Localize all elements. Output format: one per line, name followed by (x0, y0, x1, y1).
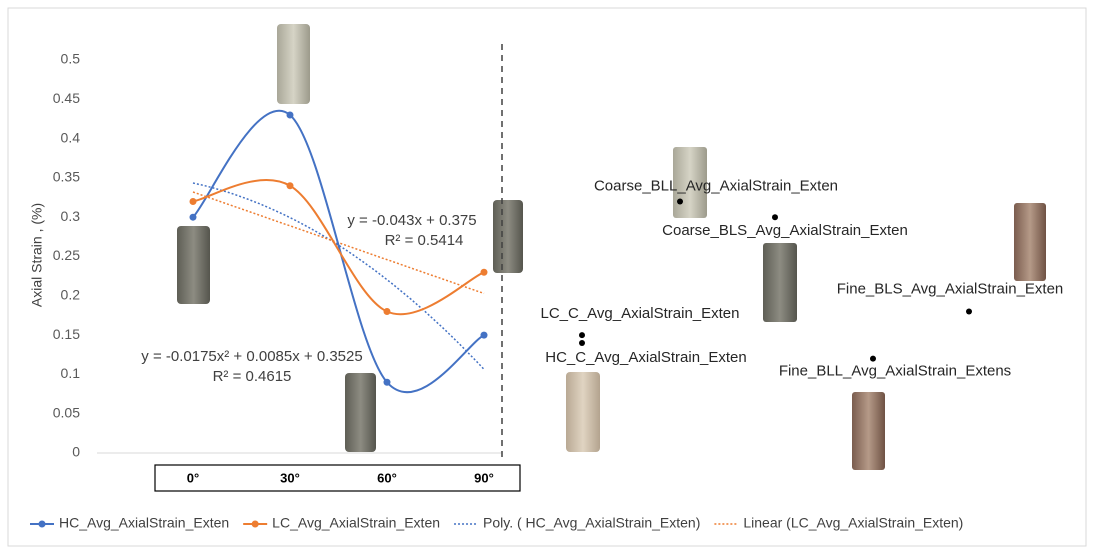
specimen-image (566, 372, 600, 452)
legend-label: LC_Avg_AxialStrain_Exten (272, 515, 440, 531)
y-tick-label: 0.2 (61, 287, 81, 303)
y-tick-label: 0.35 (53, 169, 80, 185)
specimen-image (277, 24, 310, 104)
y-tick-label: 0 (72, 444, 80, 460)
specimen-image (493, 200, 523, 273)
scatter-point (966, 309, 972, 315)
data-point (190, 214, 197, 221)
x-tick-label: 90° (474, 470, 494, 485)
x-tick-label: 60° (377, 470, 397, 485)
y-tick-label: 0.25 (53, 247, 80, 263)
legend-marker (252, 521, 259, 528)
specimen-image (1014, 203, 1046, 281)
y-tick-label: 0.5 (61, 51, 81, 67)
trendline-equation: y = -0.043x + 0.375 (347, 212, 476, 229)
point-label: HC_C_Avg_AxialStrain_Exten (545, 349, 747, 366)
y-tick-label: 0.1 (61, 365, 81, 381)
data-point (481, 332, 488, 339)
y-tick-label: 0.05 (53, 404, 80, 420)
y-tick-label: 0.45 (53, 90, 80, 106)
trendline-r-squared: R² = 0.4615 (213, 368, 292, 385)
legend-label: Poly. ( HC_Avg_AxialStrain_Exten) (483, 515, 700, 531)
data-point (481, 269, 488, 276)
point-label: LC_C_Avg_AxialStrain_Exten (540, 305, 739, 322)
legend-label: HC_Avg_AxialStrain_Exten (59, 515, 229, 531)
y-tick-label: 0.15 (53, 326, 80, 342)
specimen-image (345, 373, 376, 452)
y-axis-label: Axial Strain , (%) (29, 203, 45, 307)
x-tick-label: 30° (280, 470, 300, 485)
point-label: Coarse_BLL_Avg_AxialStrain_Exten (594, 177, 838, 194)
trendline-r-squared: R² = 0.5414 (385, 232, 464, 249)
point-label: Fine_BLL_Avg_AxialStrain_Extens (779, 363, 1011, 380)
scatter-point (579, 332, 585, 338)
scatter-point (579, 340, 585, 346)
data-point (190, 198, 197, 205)
point-label: Fine_BLS_Avg_AxialStrain_Exten (837, 280, 1064, 297)
data-point (287, 112, 294, 119)
specimen-image (763, 243, 797, 322)
chart: Axial Strain , (%) 0 0.05 0.1 0.15 0.2 0.25 0.… (0, 0, 1094, 554)
scatter-point (870, 356, 876, 362)
y-tick-label: 0.4 (61, 129, 81, 145)
trendline-equation: y = -0.0175x² + 0.0085x + 0.3525 (141, 348, 362, 365)
y-tick-label: 0.3 (61, 208, 81, 224)
data-point (384, 308, 391, 315)
data-point (384, 379, 391, 386)
legend-label: Linear (LC_Avg_AxialStrain_Exten) (743, 515, 963, 531)
legend-marker (39, 521, 46, 528)
specimen-image (177, 226, 210, 304)
scatter-point (772, 214, 778, 220)
point-label: Coarse_BLS_Avg_AxialStrain_Exten (662, 222, 908, 239)
specimen-image (852, 392, 885, 470)
x-tick-label: 0° (187, 470, 199, 485)
data-point (287, 182, 294, 189)
scatter-point (677, 198, 683, 204)
